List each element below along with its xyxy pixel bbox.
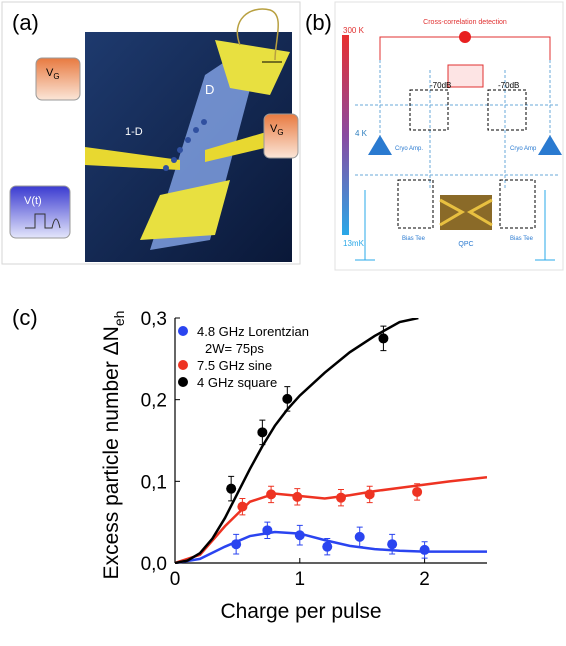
fit-line [175,530,487,564]
y-axis-label-main: Excess particle number ΔN [100,326,123,579]
data-point [322,541,333,552]
channel-label: 1-D [125,126,143,138]
y-axis-label-sub: eh [111,311,127,327]
fit-line [175,318,419,564]
panel-label: (b) [305,10,332,35]
legend-marker [178,377,188,387]
data-point [226,483,237,494]
chart: 0,0 0,1 0,2 0,3 0 1 2 Charge per pulse Excess pa… [100,309,487,623]
bias-tee-box [499,179,536,229]
gate-left [85,147,180,170]
panel-a: (a) D 1-D VG VG V(t) [1,1,301,265]
detection-title: Cross-correlation detection [423,19,507,26]
data-point [378,333,389,344]
source-box [447,64,484,88]
legend-label: 7.5 GHz sine [197,358,272,373]
x-tick-label: 0 [170,569,181,590]
data-point [419,544,430,555]
data-point [262,525,273,536]
x-axis-label: Charge per pulse [220,600,381,623]
pulse-icon [25,213,61,229]
legend-marker [178,326,188,336]
attenuator-box [487,89,527,131]
panel-b: (b) 300 K 4 K 13mK Cross-correlation det… [305,1,564,271]
temperature-bar [342,35,349,235]
gate-symbol: VG [46,67,60,81]
temp-label: 13mK [343,239,365,248]
gate-sub: G [277,128,283,137]
fit-line [175,476,487,564]
drain-label: D [205,82,214,97]
legend-marker [178,360,188,370]
y-axis-label: Excess particle number ΔNeh [100,311,127,580]
source-box [9,185,71,239]
temp-label: 300 K [343,26,365,35]
attenuator-label: -70dB [430,81,451,90]
panel-label: (a) [12,10,39,35]
attenuator-box [409,89,449,131]
amplifier [368,135,392,155]
wire [236,8,279,61]
legend-detail: 2W= 75ps [205,341,264,356]
bias-tee-box [397,179,434,229]
correlator [459,31,471,43]
gate-sub: G [53,72,59,81]
fit-curves [175,318,487,564]
gate-v: V [270,123,278,135]
qpc-gates [439,198,493,227]
data-point [364,489,375,500]
y-tick-label: 0,3 [141,309,167,330]
legend-label: 4 GHz square [197,375,277,390]
gate-box [35,57,81,101]
gate-symbol: VG [270,123,284,137]
channel-dots [163,119,207,171]
source-electrode [140,180,230,240]
amp-label: Cryo Amp. [395,146,423,152]
qpc-image [440,195,492,230]
source-label: V(t) [24,195,42,207]
data-point [294,530,305,541]
data-point [237,501,248,512]
ground-wires [355,190,555,261]
panel-label: (c) [12,305,38,330]
drain-electrode [215,40,290,95]
y-tick-label: 0,1 [141,472,167,493]
data-point [354,531,365,542]
data-point [231,539,242,550]
x-tick-label: 1 [295,569,306,590]
amplifier [538,135,562,155]
bias-tee-label: Bias Tee [402,236,426,242]
data-point [292,491,303,502]
amp-label: Cryo Amp [510,146,537,152]
attenuator-label: -70dB [498,81,519,90]
data-point [266,489,277,500]
data-point [282,393,293,404]
data-point [335,492,346,503]
x-tick-label: 2 [419,569,430,590]
data-point [257,427,268,438]
y-tick-label: 0,0 [141,554,167,575]
bias-tee-label: Bias Tee [510,236,534,242]
qpc-label: QPC [458,241,473,248]
gate-box [263,113,299,159]
data-point [387,539,398,550]
data-point [412,486,423,497]
gate-v: V [46,67,54,79]
legend-label: 4.8 GHz Lorentzian [197,324,309,339]
y-tick-label: 0,2 [141,391,167,412]
temp-label: 4 K [355,129,368,138]
